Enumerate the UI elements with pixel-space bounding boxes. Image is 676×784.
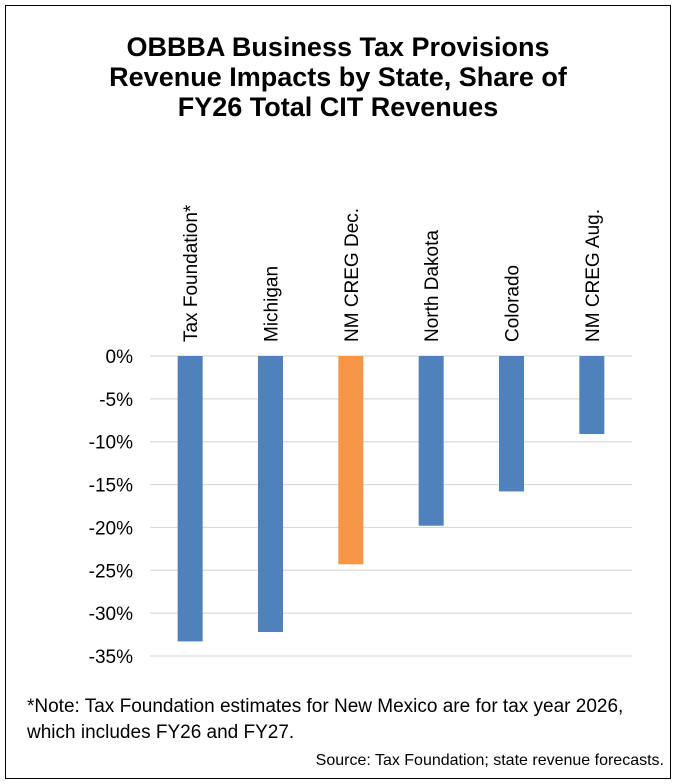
category-label: Colorado <box>503 265 524 342</box>
y-tick-label: -30% <box>89 604 133 625</box>
y-tick-label: -20% <box>89 518 133 539</box>
category-label: Michigan <box>262 266 283 342</box>
bar <box>579 356 605 434</box>
y-tick-label: -25% <box>89 561 133 582</box>
chart-frame <box>5 5 671 779</box>
y-tick-label: -15% <box>89 476 133 497</box>
y-tick-label: -35% <box>89 647 133 668</box>
y-tick-label: -5% <box>99 390 133 411</box>
category-label: Tax Foundation* <box>181 204 202 342</box>
y-tick-label: 0% <box>106 347 134 368</box>
chart-title-line-2: Revenue Impacts by State, Share of <box>109 62 567 92</box>
y-tick-label: -10% <box>89 433 133 454</box>
category-label: NM CREG Dec. <box>342 208 363 342</box>
source-note: Source: Tax Foundation; state revenue fo… <box>315 752 664 769</box>
bar <box>177 356 203 642</box>
category-label: North Dakota <box>422 230 443 342</box>
chart-title-line-1: OBBBA Business Tax Provisions <box>126 32 550 62</box>
bar <box>418 356 444 526</box>
bar <box>258 356 283 632</box>
bar <box>499 356 524 492</box>
footnote: *Note: Tax Foundation estimates for New … <box>27 696 624 743</box>
chart-title: OBBBA Business Tax Provisions Revenue Im… <box>0 32 676 122</box>
chart-title-line-3: FY26 Total CIT Revenues <box>177 92 499 122</box>
bar <box>338 356 364 565</box>
category-label: NM CREG Aug. <box>583 209 604 342</box>
